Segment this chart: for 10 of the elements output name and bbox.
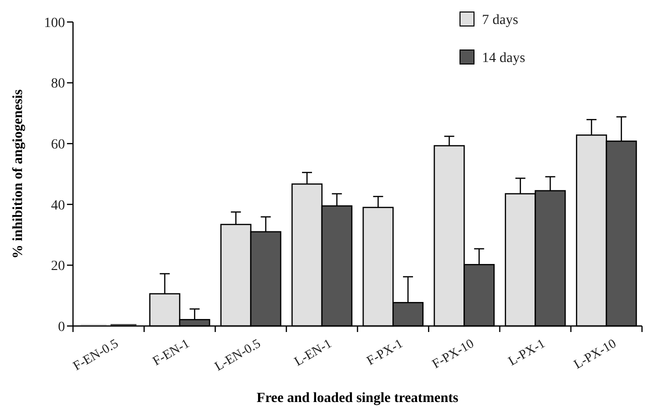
x-axis-title: Free and loaded single treatments [256, 391, 459, 406]
y-tick-label: 20 [51, 259, 65, 274]
legend-label: 7 days [482, 12, 518, 28]
y-axis-title: % inhibition of angiogenesis [11, 88, 26, 259]
y-tick-label: 80 [51, 76, 65, 92]
y-tick-label: 60 [51, 138, 65, 152]
y-tick-label: 100 [44, 16, 65, 31]
y-tick-label: 40 [51, 198, 65, 214]
legend-label: 14 days [482, 50, 526, 66]
y-tick-label: 0 [58, 320, 65, 335]
